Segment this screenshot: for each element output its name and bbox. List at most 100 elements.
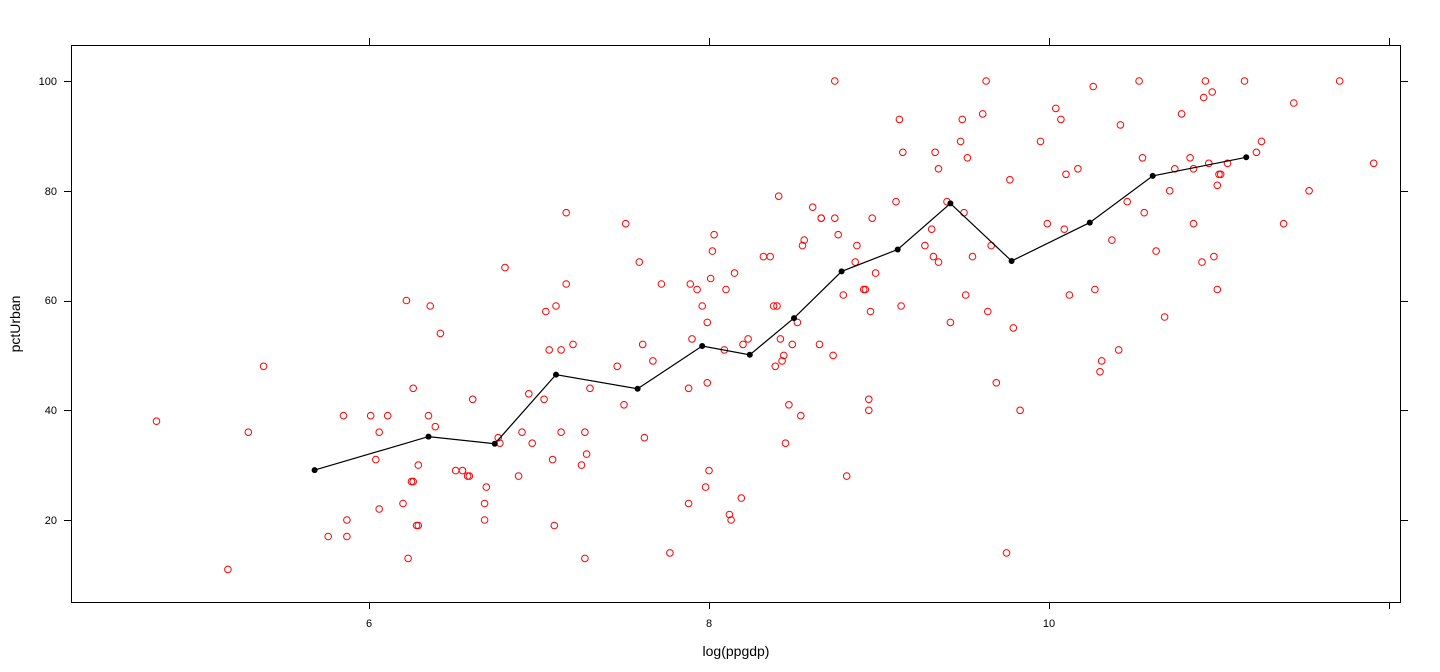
data-point xyxy=(866,307,875,316)
x-axis-title: log(ppgdp) xyxy=(703,643,770,659)
data-point xyxy=(666,549,674,557)
data-point xyxy=(1002,549,1011,557)
data-point xyxy=(708,247,717,255)
data-point xyxy=(927,225,936,233)
data-point xyxy=(366,411,375,420)
trend-node xyxy=(553,371,559,378)
data-point xyxy=(1213,285,1222,294)
data-point xyxy=(705,466,713,475)
data-point xyxy=(613,362,622,371)
data-point xyxy=(1074,165,1082,173)
data-point xyxy=(780,351,788,360)
data-point xyxy=(793,318,802,327)
data-point xyxy=(1036,137,1045,146)
trend-node xyxy=(491,440,498,447)
data-point xyxy=(620,401,628,409)
data-point xyxy=(703,379,712,387)
data-point xyxy=(586,384,594,393)
data-point xyxy=(494,433,503,442)
data-point xyxy=(414,521,423,530)
data-point xyxy=(978,110,987,118)
data-point xyxy=(1257,137,1266,146)
data-point xyxy=(921,241,929,250)
smooth-line xyxy=(311,154,1250,474)
data-point xyxy=(1114,346,1123,354)
y-tick-label-20: 20 xyxy=(45,515,57,527)
data-point xyxy=(851,258,860,266)
y-tick-label-100: 100 xyxy=(39,76,57,88)
data-point xyxy=(548,455,557,464)
data-point xyxy=(649,357,657,365)
data-point xyxy=(861,285,870,294)
data-point xyxy=(895,115,904,124)
data-point xyxy=(727,516,735,524)
data-point xyxy=(409,477,418,486)
data-point xyxy=(1091,285,1099,294)
data-point xyxy=(343,516,351,524)
data-point xyxy=(528,439,537,448)
data-point xyxy=(577,461,586,469)
data-point xyxy=(1165,187,1174,195)
data-point xyxy=(1006,176,1014,184)
y-axis-title: pctUrban xyxy=(7,296,23,353)
data-point xyxy=(1108,236,1116,244)
data-point xyxy=(934,258,943,266)
axis-ticks xyxy=(64,38,1408,609)
y-tick-label-80: 80 xyxy=(45,186,57,198)
data-point xyxy=(343,532,351,541)
data-point xyxy=(788,340,797,349)
data-point xyxy=(963,154,972,162)
data-point xyxy=(224,565,232,574)
data-point xyxy=(259,362,268,371)
data-point xyxy=(698,302,707,310)
data-point xyxy=(424,411,433,420)
data-point xyxy=(635,258,644,266)
data-point xyxy=(1116,121,1125,129)
data-point xyxy=(853,241,861,250)
data-point xyxy=(725,510,734,519)
data-point xyxy=(778,357,786,365)
data-point xyxy=(815,340,824,349)
data-point xyxy=(684,384,693,393)
data-point xyxy=(402,296,411,305)
data-point xyxy=(640,433,649,442)
trend-node xyxy=(1149,172,1156,179)
data-point xyxy=(739,340,747,349)
data-point xyxy=(684,499,693,508)
data-point xyxy=(1043,219,1052,228)
data-point xyxy=(1052,104,1060,113)
data-point xyxy=(1009,324,1018,332)
data-point xyxy=(1199,93,1208,102)
data-point xyxy=(458,466,467,475)
data-point xyxy=(638,340,647,349)
data-point xyxy=(525,390,533,398)
data-point xyxy=(931,148,939,157)
data-point xyxy=(946,318,955,327)
trend-node xyxy=(1086,219,1093,226)
data-point xyxy=(744,335,752,343)
data-point xyxy=(1198,258,1206,266)
data-point xyxy=(1135,77,1143,85)
data-point xyxy=(865,406,873,415)
data-point xyxy=(1065,291,1074,299)
data-point xyxy=(1123,197,1131,206)
data-point xyxy=(929,252,938,261)
data-point xyxy=(968,252,977,261)
data-point xyxy=(431,422,440,431)
data-point xyxy=(834,230,843,239)
x-axis-labels: 6 8 10 xyxy=(366,618,1055,630)
data-point xyxy=(657,280,666,288)
data-point xyxy=(769,302,778,310)
x-tick-label-10: 10 xyxy=(1043,618,1055,630)
trend-node xyxy=(947,200,954,207)
data-point xyxy=(399,499,407,508)
data-point xyxy=(426,302,435,310)
trend-node xyxy=(791,315,797,322)
data-point xyxy=(839,291,848,299)
data-point xyxy=(540,395,548,404)
data-point xyxy=(831,214,839,222)
data-point xyxy=(557,428,565,437)
data-point xyxy=(414,461,423,469)
data-point xyxy=(383,411,392,420)
